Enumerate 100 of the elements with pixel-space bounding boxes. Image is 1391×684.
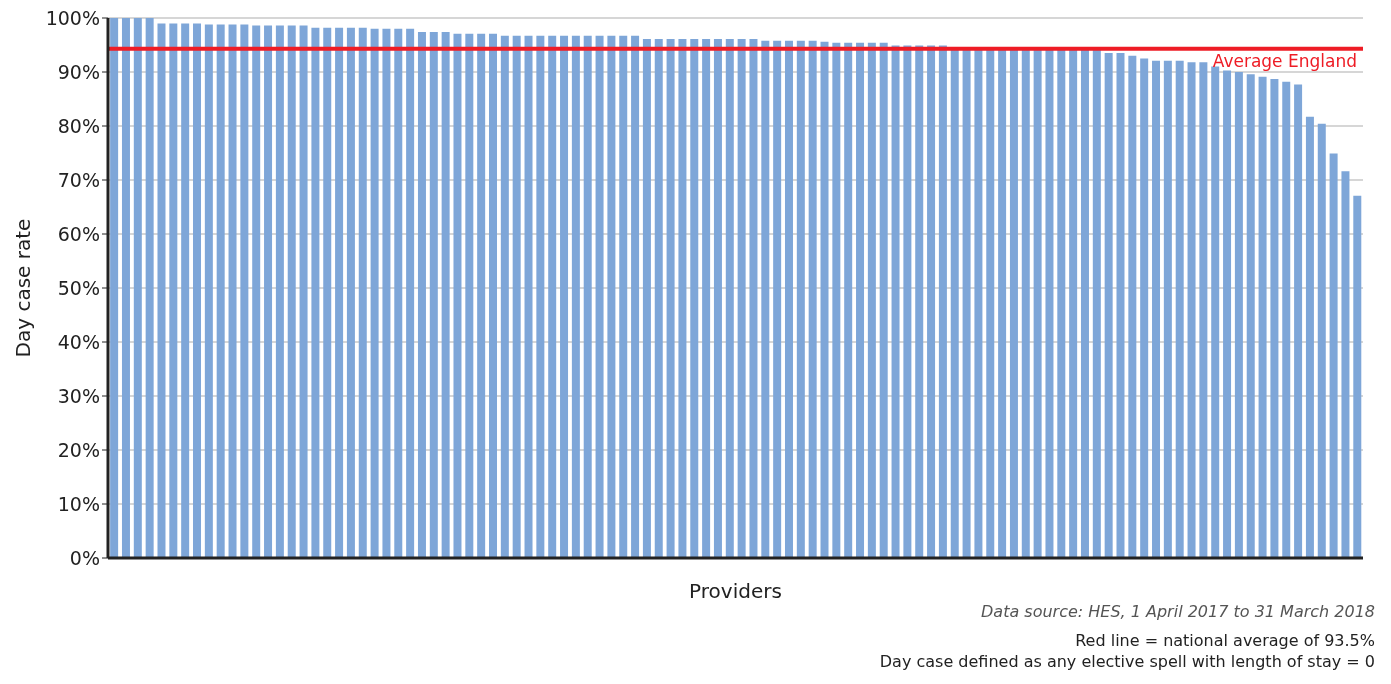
bar: [228, 24, 237, 558]
bar: [749, 39, 758, 558]
bar: [287, 25, 296, 558]
bar: [903, 45, 912, 558]
bar: [1080, 49, 1089, 558]
bar: [725, 39, 734, 558]
y-tick-label: 20%: [57, 438, 100, 461]
y-axis-title: Day case rate: [11, 218, 36, 358]
bar: [1116, 53, 1125, 558]
bar: [619, 35, 628, 558]
bar: [938, 45, 947, 558]
y-tick-label: 40%: [57, 330, 100, 353]
bar: [820, 41, 829, 558]
bar: [761, 40, 770, 558]
bar: [1341, 171, 1350, 558]
ref-line-label: Average England: [1212, 50, 1357, 71]
bar: [666, 39, 675, 558]
bar: [311, 27, 320, 558]
bar: [1282, 81, 1291, 558]
bar: [915, 45, 924, 558]
bar: [417, 32, 426, 558]
bar: [998, 49, 1007, 558]
y-tick-label: 30%: [57, 384, 100, 407]
bar: [323, 27, 332, 558]
bar: [145, 18, 154, 558]
bar: [583, 35, 592, 558]
bar: [382, 28, 391, 558]
bar: [1329, 153, 1338, 558]
bar: [204, 24, 213, 558]
bar: [264, 25, 273, 558]
bar: [1305, 116, 1314, 558]
bar: [1009, 49, 1018, 558]
bar: [832, 42, 841, 558]
bar: [252, 25, 261, 558]
bar: [642, 39, 651, 558]
bar: [1104, 53, 1113, 558]
bar: [110, 18, 119, 558]
bar: [299, 25, 308, 558]
bar: [441, 32, 450, 558]
bar: [193, 23, 202, 558]
y-tick-label: 100%: [45, 6, 100, 29]
bar: [654, 39, 663, 558]
bar: [121, 18, 130, 558]
bar: [346, 27, 355, 558]
bar: [216, 24, 225, 558]
bar: [524, 35, 533, 558]
bar: [1246, 74, 1255, 558]
bar: [1128, 55, 1137, 558]
bar: [867, 42, 876, 558]
bar: [796, 40, 805, 558]
bar: [1199, 62, 1208, 558]
bar: [891, 45, 900, 558]
bar: [595, 35, 604, 558]
bar: [808, 40, 817, 558]
bar: [477, 33, 486, 558]
bar: [690, 39, 699, 558]
bar: [737, 39, 746, 558]
bar: [1163, 60, 1172, 558]
y-tick-label: 60%: [57, 222, 100, 245]
bar: [453, 33, 462, 558]
bar: [1152, 60, 1161, 558]
bar: [1069, 49, 1078, 558]
source-note: Data source: HES, 1 April 2017 to 31 March 2018: [980, 602, 1375, 621]
y-tick-label: 50%: [57, 276, 100, 299]
bar: [879, 42, 888, 558]
bar: [133, 18, 142, 558]
bar: [1270, 79, 1279, 558]
bar: [335, 27, 344, 558]
bar: [856, 42, 865, 558]
bar: [358, 27, 367, 558]
bar: [240, 24, 249, 558]
bar: [1294, 84, 1303, 558]
bar: [429, 32, 438, 558]
bar: [275, 25, 284, 558]
bar: [560, 35, 569, 558]
bar: [607, 35, 616, 558]
bar: [500, 35, 509, 558]
y-tick-label: 80%: [57, 114, 100, 137]
bar: [571, 35, 580, 558]
bar: [927, 45, 936, 558]
bar: [370, 28, 379, 558]
text: Red line = national average of 93.5%: [1074, 631, 1375, 650]
bar: [1057, 49, 1066, 558]
bar: [157, 23, 166, 558]
bar: [1317, 123, 1326, 558]
bar: [1045, 49, 1054, 558]
bar: [1234, 72, 1243, 558]
y-tick-label: 0%: [69, 546, 100, 569]
bar: [548, 35, 557, 558]
bar: [950, 49, 959, 558]
bar: [844, 42, 853, 558]
bar: [181, 23, 190, 558]
bar: [1187, 62, 1196, 558]
bar: [406, 28, 415, 558]
bar: [986, 49, 995, 558]
text: Day case defined as any elective spell with length of stay = 0: [878, 652, 1375, 671]
y-tick-label: 70%: [57, 168, 100, 191]
bar: [512, 35, 521, 558]
bar: [169, 23, 178, 558]
bar: [773, 40, 782, 558]
